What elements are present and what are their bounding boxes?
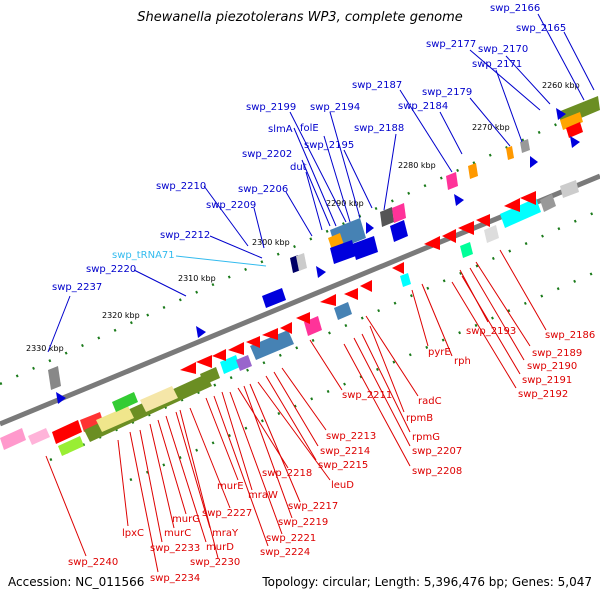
gene-label: rph [454, 356, 471, 367]
gene-label: rpmB [406, 413, 433, 424]
gene-label: swp_2166 [490, 3, 540, 14]
gene-label: swp_2192 [518, 389, 568, 400]
gene-label: swp_2219 [278, 517, 328, 528]
gene-label: swp_2234 [150, 573, 200, 584]
gene-label: swp_2213 [326, 431, 376, 442]
gene-label: swp_2191 [522, 375, 572, 386]
gene-label: swp_2227 [202, 508, 252, 519]
gene-label: swp_2186 [545, 330, 595, 341]
gene-label: swp_2212 [160, 230, 210, 241]
reverse-strand-arrows [180, 191, 536, 374]
gene-label: swp_2202 [242, 149, 292, 160]
gene-label: radC [418, 396, 442, 407]
genome-title: Shewanella piezotolerans WP3, complete g… [137, 10, 463, 25]
gene-label: swp_tRNA71 [112, 250, 175, 261]
gene-label: swp_2230 [190, 557, 240, 568]
gene-label: swp_2211 [342, 390, 392, 401]
gene-label: murE [217, 481, 244, 492]
scale-tick-label: 2270 kbp [472, 123, 510, 132]
gene-label: slmA [268, 124, 293, 135]
scale-tick-label: 2300 kbp [252, 238, 290, 247]
gene-label: swp_2220 [86, 264, 136, 275]
genome-backbone [0, 173, 600, 427]
scale-tick-label: 2320 kbp [102, 311, 140, 320]
gene-label: swp_2208 [412, 466, 462, 477]
gene-label: murG [172, 514, 200, 525]
gene-label: murD [206, 542, 234, 553]
gene-label: swp_2195 [304, 140, 354, 151]
gene-label: swp_2224 [260, 547, 310, 558]
forward-gene-labels: swp_2166 swp_2165 swp_2177 swp_2170 swp_… [47, 3, 595, 353]
forward-strand-arrows [56, 108, 580, 404]
gene-label: mraW [248, 490, 278, 501]
reverse-strand-genes [0, 180, 579, 456]
reverse-gene-labels: swp_2186 swp_2193 swp_2189 swp_2190 swp_… [45, 249, 595, 584]
gene-label: swp_2221 [266, 533, 316, 544]
gene-label: pyrE [428, 347, 451, 358]
gene-label: swp_2233 [150, 543, 200, 554]
genome-summary-text: Topology: circular; Length: 5,396,476 bp… [262, 575, 592, 589]
gene-label: swp_2179 [422, 87, 472, 98]
gene-label: swp_2184 [398, 101, 448, 112]
gene-label: swp_2187 [352, 80, 402, 91]
gene-label: swp_2193 [466, 326, 516, 337]
gene-label: swp_2214 [320, 446, 370, 457]
gene-label: swp_2170 [478, 44, 528, 55]
gene-label: lpxC [122, 528, 144, 539]
gene-label: murC [164, 528, 191, 539]
gene-label: swp_2237 [52, 282, 102, 293]
gene-label: rpmG [412, 432, 440, 443]
scale-tick-label: 2310 kbp [178, 274, 216, 283]
gene-label: leuD [331, 480, 354, 491]
accession-text: Accession: NC_011566 [8, 575, 145, 589]
gene-label: folE [300, 123, 319, 134]
scale-tick-label: 2330 kbp [26, 344, 64, 353]
gene-label: swp_2189 [532, 348, 582, 359]
gene-label: swp_2171 [472, 59, 522, 70]
rna-gene-labels: swp_tRNA71 [112, 250, 267, 267]
gene-label: swp_2194 [310, 102, 360, 113]
gene-label: swp_2177 [426, 39, 476, 50]
gene-label: swp_2207 [412, 446, 462, 457]
gene-label: swp_2218 [262, 468, 312, 479]
gene-label: mraY [212, 528, 239, 539]
gene-label: swp_2240 [68, 557, 118, 568]
gene-label: swp_2209 [206, 200, 256, 211]
gene-label: swp_2217 [288, 501, 338, 512]
gene-label: swp_2165 [516, 23, 566, 34]
forward-strand-genes [48, 96, 600, 390]
gene-label: swp_2206 [238, 184, 288, 195]
scale-tick-label: 2260 kbp [542, 81, 580, 90]
scale-tick-label: 2280 kbp [398, 161, 436, 170]
gene-label: dut [290, 162, 307, 173]
gene-label: swp_2210 [156, 181, 206, 192]
gene-label: swp_2188 [354, 123, 404, 134]
gene-label: swp_2190 [527, 361, 577, 372]
gene-label: swp_2215 [318, 460, 368, 471]
gene-label: swp_2199 [246, 102, 296, 113]
